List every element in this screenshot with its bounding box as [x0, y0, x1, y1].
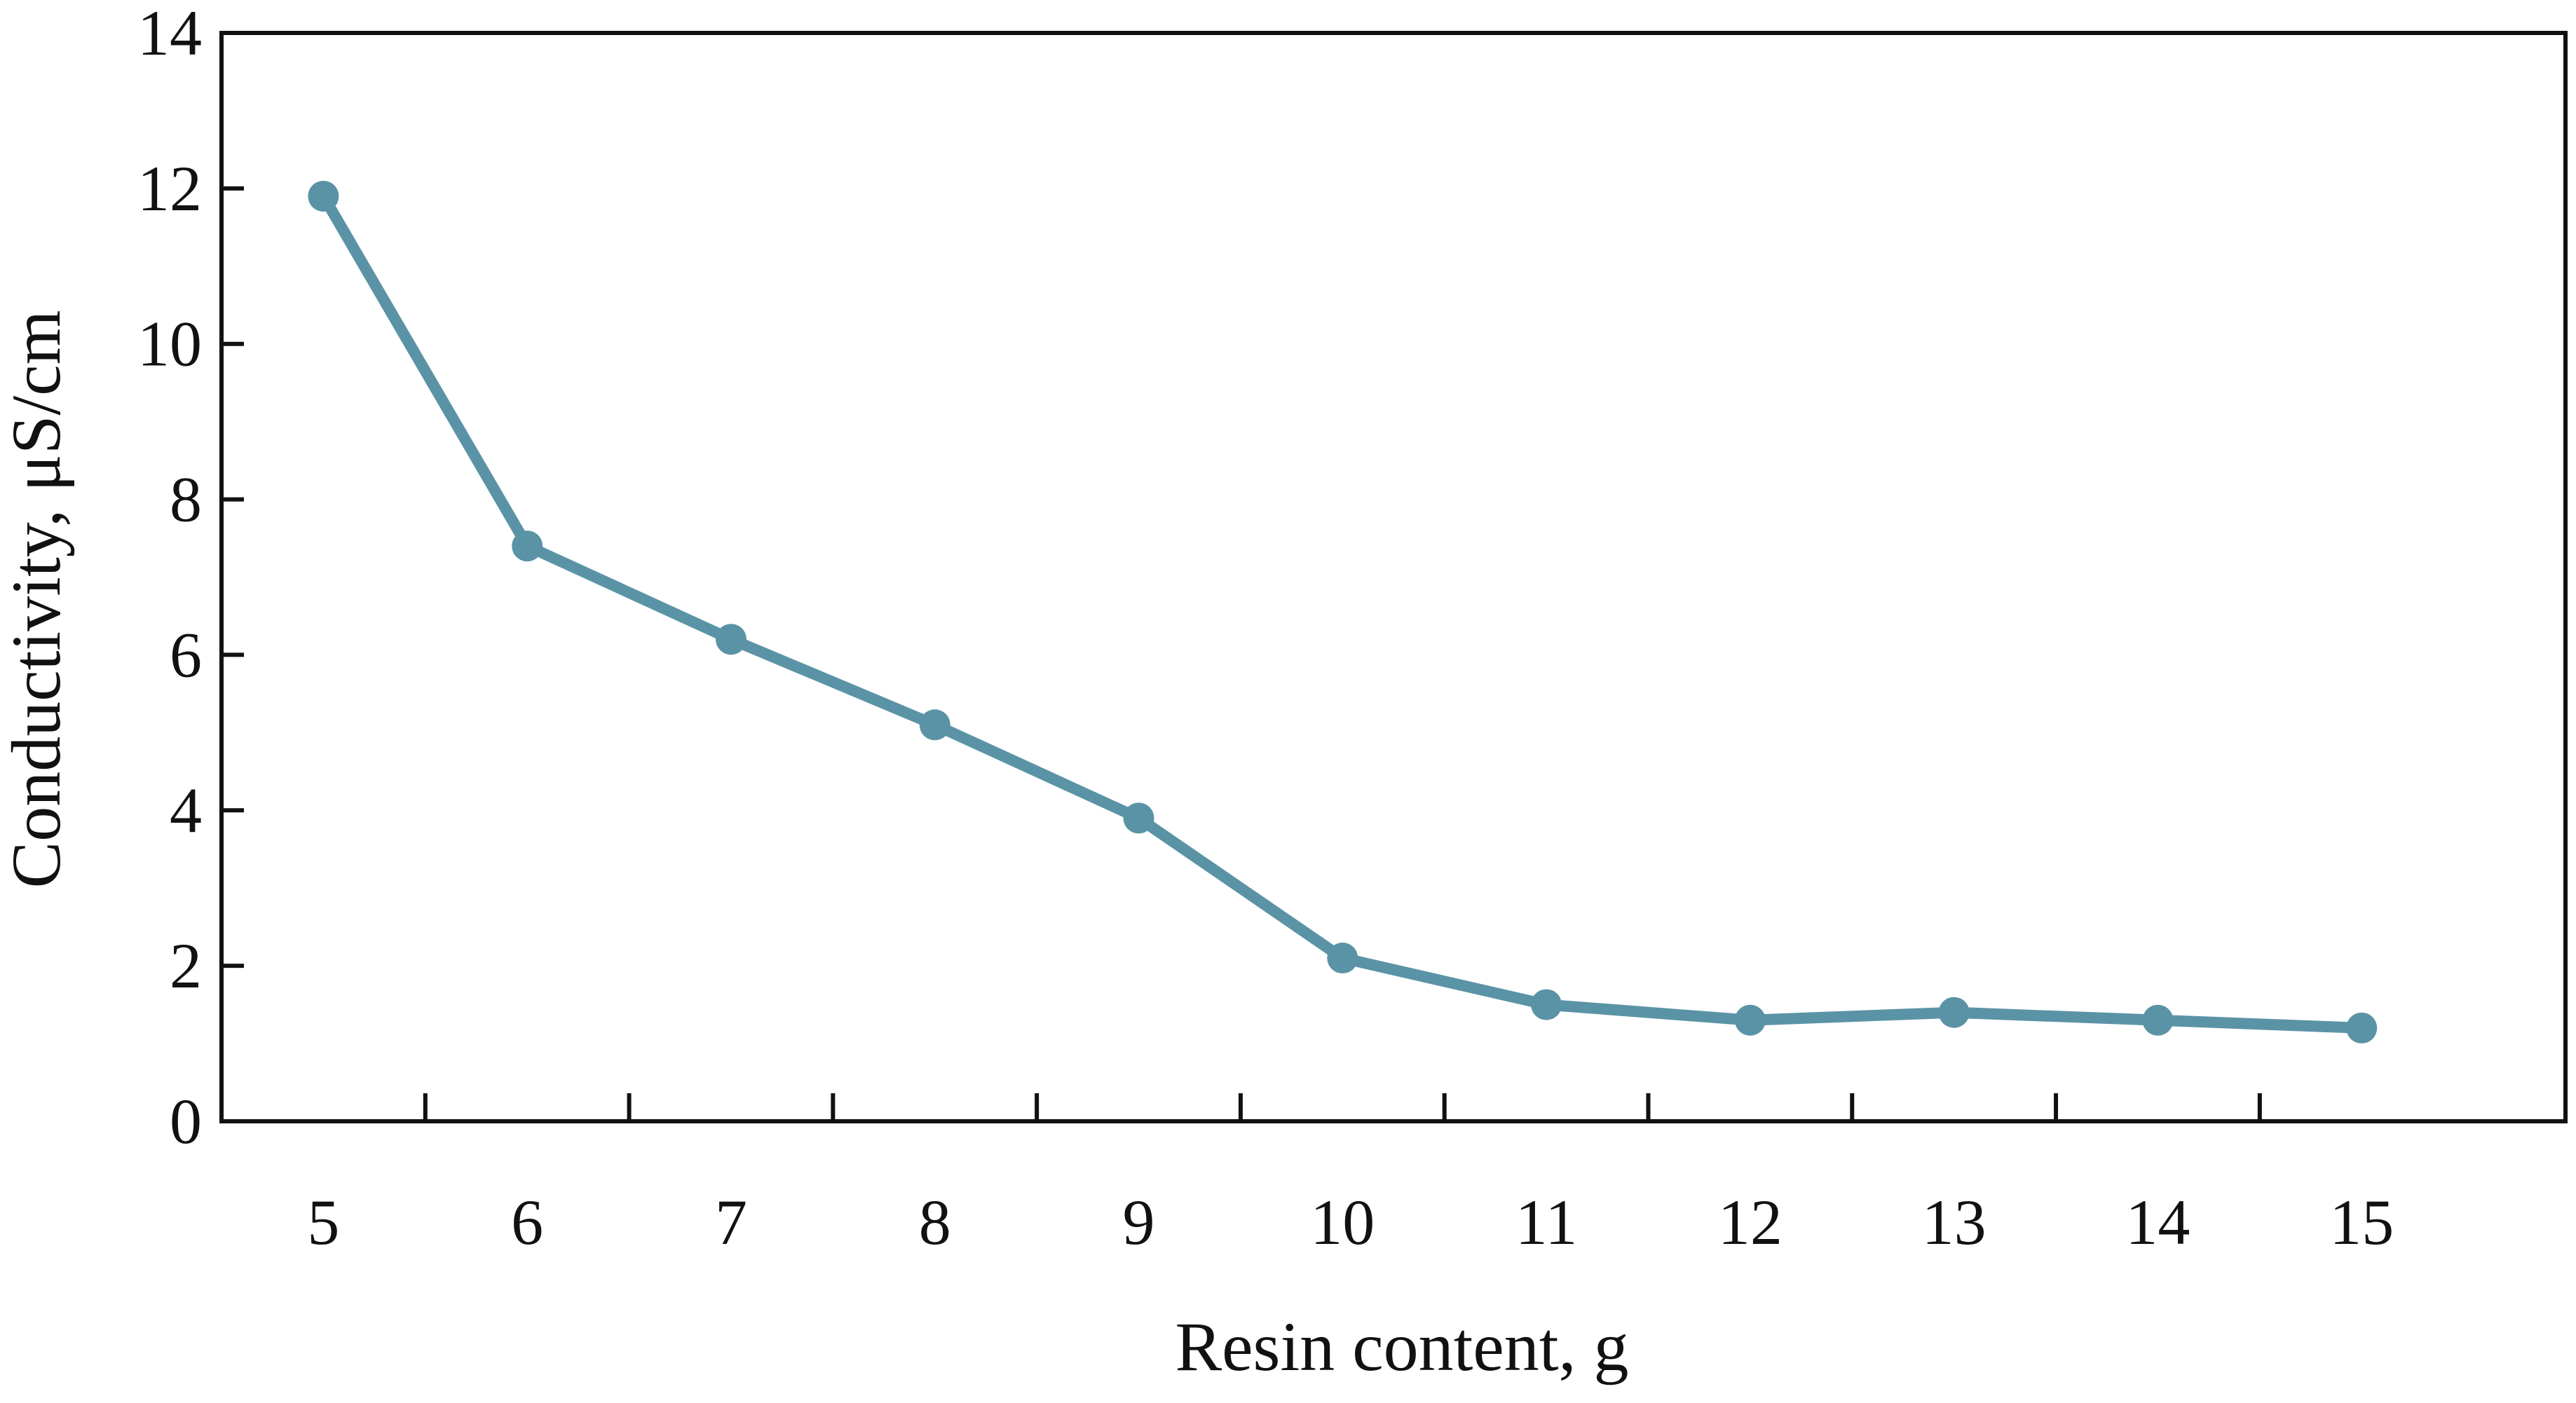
- series-line: [318, 190, 2368, 1034]
- data-point: [512, 531, 543, 562]
- axes: [219, 31, 2568, 1123]
- data-point: [919, 709, 950, 741]
- data-point: [2142, 1004, 2174, 1036]
- series: [308, 180, 2378, 1043]
- y-tick-label: 14: [137, 0, 202, 69]
- data-point: [1938, 997, 1970, 1028]
- y-tick-label: 12: [137, 153, 202, 224]
- plot-frame: [219, 31, 2568, 1123]
- x-tick-label: 6: [511, 1186, 543, 1258]
- data-point: [1327, 943, 1358, 974]
- x-tick-label: 9: [1123, 1186, 1155, 1258]
- data-point: [1123, 802, 1154, 834]
- x-tick-label: 12: [1718, 1186, 1783, 1258]
- x-tick-label: 8: [919, 1186, 951, 1258]
- x-tick-label: 5: [307, 1186, 339, 1258]
- y-tick-label: 6: [170, 619, 202, 690]
- data-point: [2346, 1012, 2378, 1043]
- y-axis-title: Conductivity, μS/cm: [0, 310, 75, 889]
- data-point: [715, 624, 747, 655]
- x-tick-label: 7: [715, 1186, 747, 1258]
- x-tick-label: 13: [1922, 1186, 1986, 1258]
- x-tick-label: 15: [2329, 1186, 2394, 1258]
- data-point: [1734, 1004, 1766, 1036]
- x-tick-label: 11: [1515, 1186, 1578, 1258]
- data-point: [1531, 989, 1562, 1020]
- y-tick-label: 8: [170, 464, 202, 535]
- data-point: [308, 180, 339, 212]
- y-tick-label: 0: [170, 1086, 202, 1157]
- ticks: 0 2 4 6 8 10 12 14 5 6 7 8 9 10 11 12 13 14 15: [137, 0, 2394, 1258]
- y-tick-label: 4: [170, 774, 202, 846]
- y-tick-label: 2: [170, 930, 202, 1001]
- x-tick-label: 10: [1310, 1186, 1375, 1258]
- x-tick-label: 14: [2125, 1186, 2190, 1258]
- y-tick-label: 10: [137, 308, 202, 380]
- x-axis-title: Resin content, g: [1175, 1308, 1628, 1385]
